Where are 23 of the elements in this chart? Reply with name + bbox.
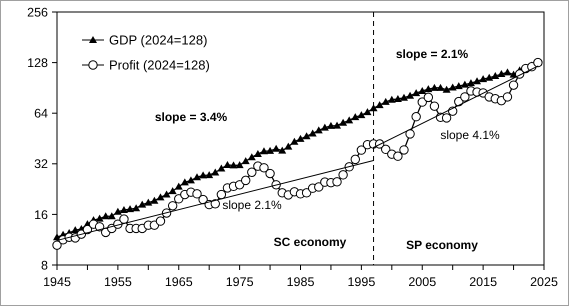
x-tick-label: 1965 (164, 275, 193, 289)
x-tick-label: 2015 (469, 275, 498, 289)
x-tick-label: 1955 (104, 275, 132, 289)
x-tick-label: 1995 (347, 275, 376, 289)
legend-label: Profit (2024=128) (109, 58, 210, 73)
x-tick-label: 1945 (43, 275, 71, 289)
annotation: slope = 3.4% (154, 110, 228, 124)
annotation: SP economy (406, 238, 478, 252)
x-tick-label: 1975 (226, 275, 254, 289)
y-tick-label: 16 (34, 208, 48, 222)
x-tick-label: 1985 (286, 275, 314, 289)
x-tick-label: 2025 (530, 275, 558, 289)
annotation: slope = 2.1% (396, 47, 469, 61)
y-tick-label: 32 (34, 157, 48, 172)
y-tick-label: 64 (34, 106, 48, 121)
y-tick-label: 256 (27, 5, 48, 20)
annotation: slope 4.1% (440, 128, 500, 142)
annotation: SC economy (274, 235, 347, 249)
y-tick-label: 128 (27, 56, 48, 70)
x-tick-label: 2005 (408, 275, 436, 289)
y-tick-label: 8 (41, 258, 48, 272)
legend-label: GDP (2024=128) (109, 32, 208, 48)
annotation: slope 2.1% (222, 198, 282, 212)
